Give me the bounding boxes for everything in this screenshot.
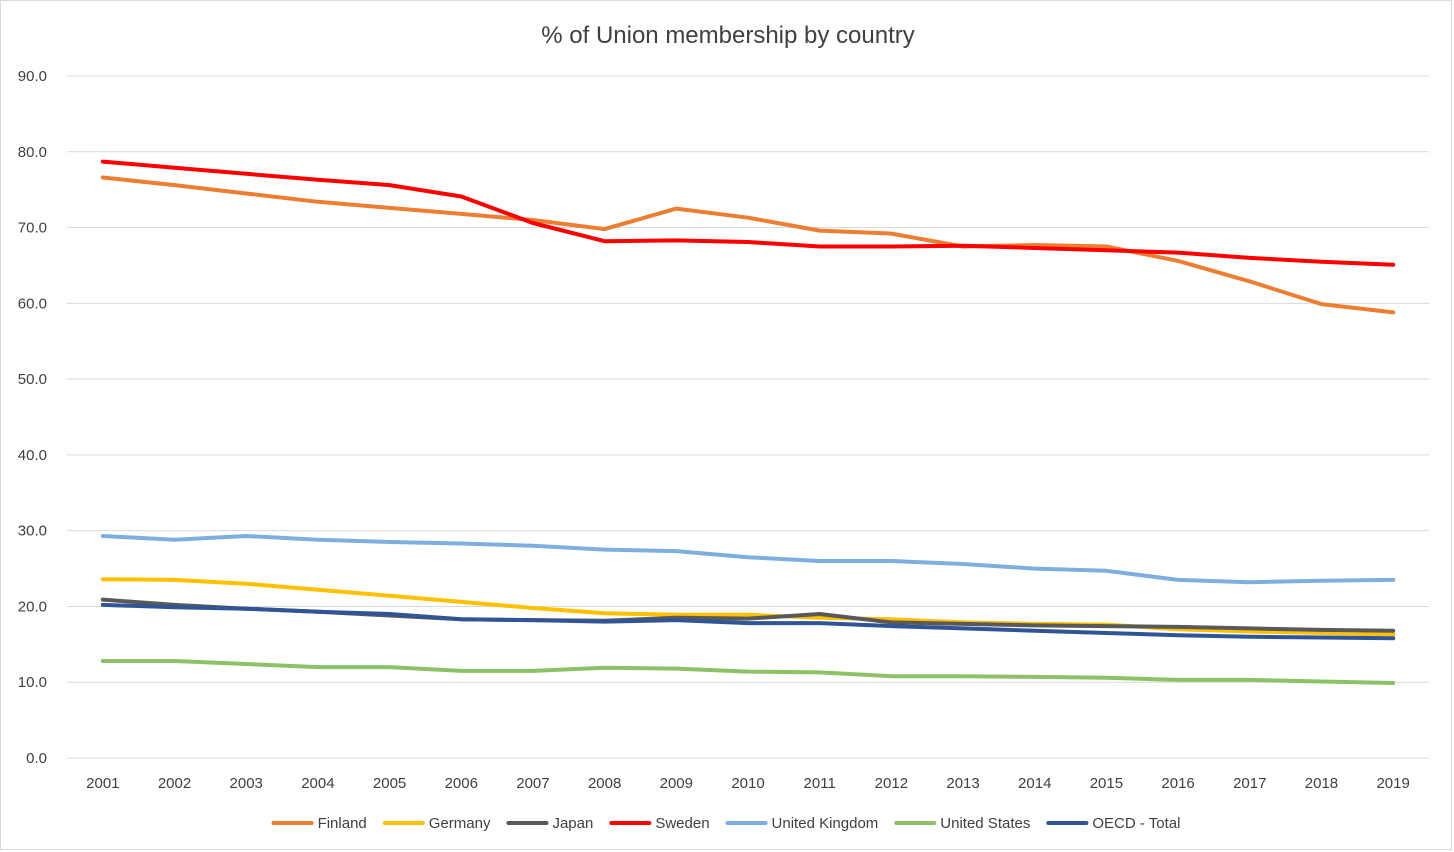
x-tick-label: 2004 bbox=[301, 775, 334, 792]
x-tick-label: 2011 bbox=[804, 775, 836, 792]
series-line-united-kingdom bbox=[100, 534, 1396, 585]
chart-title: % of Union membership by country bbox=[541, 22, 915, 49]
legend: Finland Germany Japan Sweden United Kingdom U… bbox=[271, 815, 1180, 832]
y-tick-label: 0.0 bbox=[26, 750, 47, 767]
x-tick-label: 2001 bbox=[86, 775, 119, 792]
legend-item-finland: Finland bbox=[271, 815, 367, 832]
legend-label: Finland bbox=[318, 815, 367, 832]
x-tick-label: 2002 bbox=[158, 775, 191, 792]
legend-item-united-states: United States bbox=[894, 815, 1030, 832]
series-line-sweden bbox=[100, 159, 1396, 267]
series-line-finland bbox=[100, 175, 1396, 315]
legend-label: Germany bbox=[429, 815, 491, 832]
x-tick-label: 2013 bbox=[946, 775, 979, 792]
x-tick-label: 2007 bbox=[516, 775, 549, 792]
y-tick-label: 80.0 bbox=[18, 144, 47, 161]
legend-item-japan: Japan bbox=[506, 815, 593, 832]
y-tick-label: 60.0 bbox=[18, 295, 47, 312]
legend-label: OECD - Total bbox=[1092, 815, 1180, 832]
x-tick-label: 2008 bbox=[588, 775, 621, 792]
x-tick-label: 2006 bbox=[445, 775, 478, 792]
gridlines bbox=[67, 75, 1429, 759]
y-axis-ticks: 0.0 10.0 20.0 30.0 40.0 50.0 60.0 70.0 80.0 90.0 bbox=[18, 68, 47, 767]
legend-label: Sweden bbox=[655, 815, 709, 832]
x-tick-label: 2010 bbox=[731, 775, 764, 792]
x-tick-label: 2003 bbox=[230, 775, 263, 792]
legend-item-germany: Germany bbox=[382, 815, 491, 832]
series-lines bbox=[100, 159, 1396, 685]
x-tick-label: 2019 bbox=[1376, 775, 1409, 792]
x-tick-label: 2016 bbox=[1161, 775, 1194, 792]
x-tick-label: 2017 bbox=[1233, 775, 1266, 792]
y-tick-label: 70.0 bbox=[18, 220, 47, 237]
legend-item-united-kingdom: United Kingdom bbox=[725, 815, 879, 832]
series-line-oecd-total bbox=[100, 602, 1396, 641]
y-tick-label: 20.0 bbox=[18, 598, 47, 615]
legend-label: United States bbox=[940, 815, 1030, 832]
y-tick-label: 90.0 bbox=[18, 68, 47, 85]
x-tick-label: 2018 bbox=[1305, 775, 1338, 792]
legend-item-sweden: Sweden bbox=[609, 815, 710, 832]
x-tick-label: 2012 bbox=[875, 775, 908, 792]
x-axis-ticks: 2001 2002 2003 2004 2005 2006 2007 2008 2009 2010… bbox=[86, 775, 1410, 792]
legend-label: Japan bbox=[552, 815, 593, 832]
series-line-germany bbox=[100, 577, 1396, 637]
x-tick-label: 2009 bbox=[660, 775, 693, 792]
y-tick-label: 40.0 bbox=[18, 447, 47, 464]
y-tick-label: 50.0 bbox=[18, 371, 47, 388]
x-tick-label: 2014 bbox=[1018, 775, 1051, 792]
series-line-united-states bbox=[100, 659, 1396, 685]
x-tick-label: 2005 bbox=[373, 775, 406, 792]
y-tick-label: 10.0 bbox=[18, 674, 47, 691]
y-tick-label: 30.0 bbox=[18, 523, 47, 540]
legend-item-oecd-total: OECD - Total bbox=[1046, 815, 1180, 832]
x-tick-label: 2015 bbox=[1090, 775, 1123, 792]
legend-label: United Kingdom bbox=[772, 815, 879, 832]
